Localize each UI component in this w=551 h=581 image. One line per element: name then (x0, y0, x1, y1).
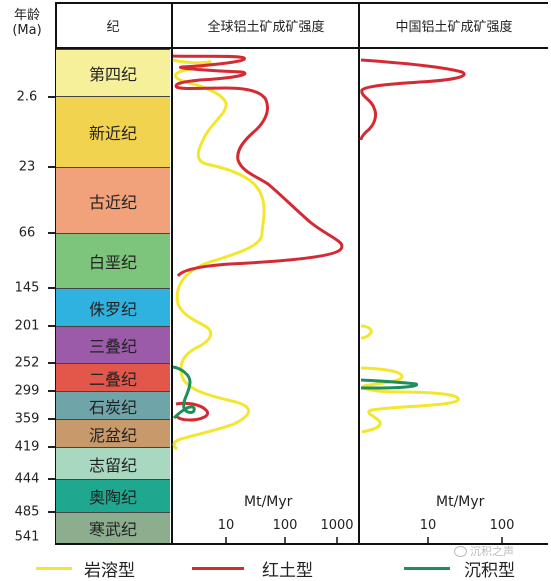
china-karst-curve-lower (360, 366, 460, 434)
period-jurassic: 侏罗纪 (56, 288, 170, 326)
age-label-419: 419 (14, 439, 40, 455)
legend-sedimentary-label: 沉积型 (464, 561, 515, 581)
wechat-icon (454, 545, 467, 557)
legend-sedimentary-swatch (404, 567, 450, 570)
age-label-541: 541 (14, 529, 40, 545)
period-quaternary: 第四纪 (56, 49, 170, 96)
age-tick (48, 232, 55, 234)
period-column-header: 纪 (106, 20, 120, 35)
age-tick (48, 166, 55, 168)
global-unit-label: Mt/Myr (244, 494, 293, 510)
period-label: 侏罗纪 (88, 299, 137, 319)
age-tick (48, 418, 55, 420)
period-paleogene: 古近纪 (56, 167, 170, 233)
period-label: 新近纪 (88, 124, 137, 143)
global-column-header: 全球铝土矿成矿强度 (207, 20, 325, 35)
age-unit: (Ma) (12, 23, 42, 38)
legend-karst-swatch (36, 567, 72, 570)
age-label-66: 66 (18, 225, 36, 241)
global-tick-100: 100 (272, 518, 298, 533)
period-label: 寒武纪 (88, 520, 137, 539)
china-laterite-curve (359, 58, 466, 141)
period-label: 泥盆纪 (88, 425, 137, 445)
header-divider-china (360, 47, 548, 49)
period-ordovician: 奥陶纪 (56, 479, 170, 512)
age-tick (48, 96, 55, 98)
period-label: 志留纪 (88, 455, 137, 475)
age-label-23: 23 (18, 159, 36, 175)
age-label-2-6: 2.6 (16, 89, 38, 105)
age-label-252: 252 (14, 355, 40, 371)
age-tick (48, 511, 55, 513)
legend-karst-label: 岩溶型 (84, 561, 135, 581)
period-label: 石炭纪 (88, 397, 137, 417)
china-column-header: 中国铝土矿成矿强度 (395, 20, 513, 35)
china-unit-label: Mt/Myr (436, 494, 485, 510)
panel-divider (358, 2, 360, 545)
age-label: 年龄 (13, 8, 40, 23)
age-tick (48, 478, 55, 480)
age-tick (48, 287, 55, 289)
age-label-201: 201 (14, 318, 40, 334)
period-label: 三叠纪 (88, 337, 137, 356)
period-col-divider (171, 2, 173, 545)
legend-laterite-swatch (192, 567, 244, 570)
period-label: 白垩纪 (88, 253, 137, 272)
period-label: 二叠纪 (88, 369, 137, 389)
header-divider (55, 47, 360, 49)
age-tick (48, 362, 55, 364)
period-cambrian: 寒武纪 (56, 512, 170, 543)
age-label-299: 299 (14, 383, 40, 399)
global-laterite-curve (172, 54, 344, 278)
global-sedimentary-curve (172, 365, 196, 420)
china-tick-100: 100 (489, 518, 515, 533)
period-label: 奥陶纪 (88, 488, 137, 507)
china-karst-curve (360, 324, 373, 340)
age-tick (48, 325, 55, 327)
age-label-485: 485 (14, 504, 40, 520)
period-label: 第四纪 (88, 65, 137, 84)
period-triassic: 三叠纪 (56, 326, 170, 363)
period-label: 古近纪 (88, 192, 137, 212)
age-label-145: 145 (14, 280, 40, 296)
legend-laterite-label: 红土型 (262, 561, 313, 581)
global-laterite-curve-lower (174, 401, 209, 422)
china-tick-10: 10 (419, 518, 437, 533)
period-carboniferous: 石炭纪 (56, 391, 170, 419)
age-label-444: 444 (14, 471, 40, 487)
watermark: 沉积之声 (454, 543, 514, 559)
period-silurian: 志留纪 (56, 447, 170, 479)
period-devonian: 泥盆纪 (56, 419, 170, 447)
age-label-359: 359 (14, 411, 40, 427)
age-header: 年龄 (Ma) (2, 4, 52, 38)
china-sedimentary-curve (360, 378, 419, 390)
global-tick-10: 10 (217, 518, 235, 533)
age-tick (48, 446, 55, 448)
period-cretaceous: 白垩纪 (56, 233, 170, 288)
period-neogene: 新近纪 (56, 96, 170, 167)
period-permian: 二叠纪 (56, 363, 170, 391)
global-tick-1000: 1000 (320, 518, 354, 533)
watermark-text: 沉积之声 (470, 545, 514, 558)
age-tick (48, 390, 55, 392)
